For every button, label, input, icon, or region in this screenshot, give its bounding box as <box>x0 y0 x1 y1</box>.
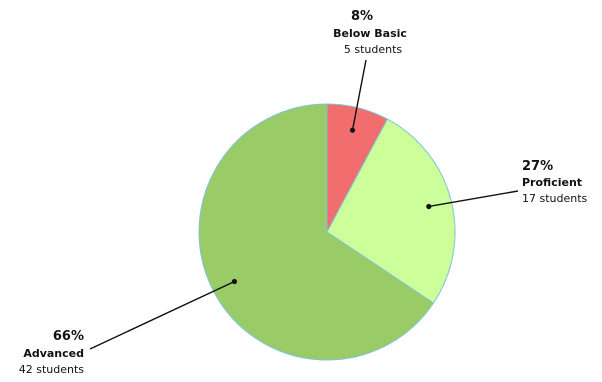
pie-slice-proficient <box>326 118 456 304</box>
leader-dot-advanced <box>231 278 238 285</box>
label-proficient-count: 17 students <box>522 192 588 205</box>
label-advanced-count: 42 students <box>19 363 85 376</box>
label-advanced-percent: 66% <box>53 329 84 344</box>
leader-dot-below-basic <box>349 127 356 133</box>
slice-labels: 8% Below Basic 5 students 27% Proficient… <box>19 9 588 376</box>
leader-line-advanced <box>89 280 235 350</box>
label-proficient-percent: 27% <box>522 159 553 174</box>
label-proficient-name: Proficient <box>522 176 582 189</box>
leader-line-below-basic <box>351 59 367 131</box>
leader-line-proficient <box>428 190 519 208</box>
leader-dot-proficient <box>426 203 432 210</box>
leader-lines <box>89 59 519 350</box>
pie-slices <box>198 103 456 361</box>
label-below-basic-count: 5 students <box>344 43 403 56</box>
label-advanced-name: Advanced <box>23 347 84 360</box>
pie-slice-advanced <box>198 103 435 361</box>
label-below-basic-percent: 8% <box>351 9 373 24</box>
label-below-basic-name: Below Basic <box>333 27 407 40</box>
